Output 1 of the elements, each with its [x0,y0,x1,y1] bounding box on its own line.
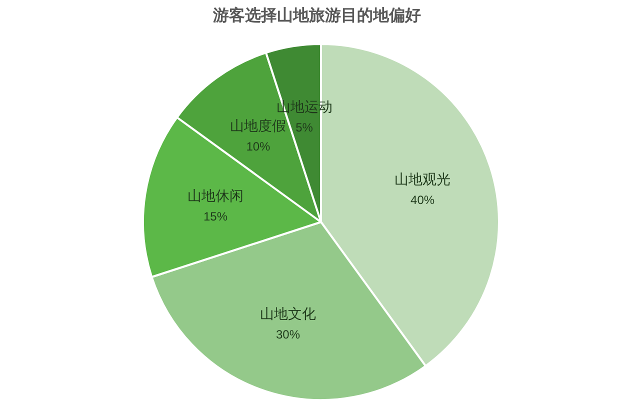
title: 游客选择山地旅游目的地偏好 [213,8,421,24]
